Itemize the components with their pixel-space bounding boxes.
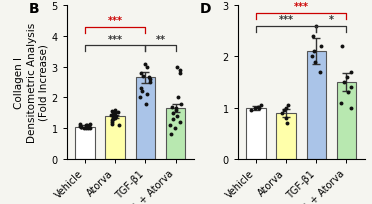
Text: **: ** bbox=[155, 34, 166, 44]
Point bbox=[143, 102, 149, 106]
Point bbox=[113, 115, 119, 118]
Point bbox=[252, 106, 258, 110]
Point bbox=[344, 91, 350, 94]
Point bbox=[176, 96, 182, 100]
Point bbox=[167, 124, 173, 127]
Point bbox=[110, 118, 116, 121]
Point bbox=[177, 121, 183, 124]
Point bbox=[138, 96, 144, 100]
Point bbox=[144, 93, 150, 96]
Text: ***: *** bbox=[294, 2, 309, 12]
Point bbox=[174, 115, 180, 118]
Bar bbox=[337, 83, 356, 159]
Point bbox=[115, 111, 121, 114]
Point bbox=[77, 123, 83, 126]
Point bbox=[169, 105, 175, 109]
Bar bbox=[135, 78, 155, 159]
Point bbox=[109, 119, 115, 122]
Point bbox=[110, 113, 116, 116]
Point bbox=[112, 112, 118, 115]
Point bbox=[109, 122, 115, 126]
Point bbox=[170, 112, 176, 115]
Text: ***: *** bbox=[108, 34, 123, 44]
Point bbox=[311, 50, 317, 54]
Point bbox=[173, 107, 179, 110]
Point bbox=[281, 109, 287, 112]
Point bbox=[248, 109, 254, 112]
Point bbox=[312, 61, 318, 64]
Bar bbox=[246, 108, 266, 159]
Point bbox=[139, 90, 145, 93]
Point bbox=[348, 106, 354, 110]
Bar bbox=[307, 52, 326, 159]
Point bbox=[86, 124, 92, 128]
Point bbox=[170, 118, 176, 121]
Text: ***: *** bbox=[279, 15, 294, 25]
Point bbox=[283, 106, 289, 110]
Text: ***: *** bbox=[108, 16, 123, 26]
Point bbox=[112, 117, 118, 120]
Point bbox=[87, 123, 93, 126]
Bar bbox=[276, 113, 296, 159]
Point bbox=[340, 45, 346, 49]
Point bbox=[339, 101, 344, 105]
Point bbox=[108, 114, 114, 117]
Point bbox=[78, 125, 84, 129]
Point bbox=[344, 76, 350, 79]
Point bbox=[78, 125, 84, 129]
Point bbox=[340, 81, 346, 84]
Point bbox=[147, 78, 153, 81]
Point bbox=[112, 109, 118, 112]
Point bbox=[317, 71, 323, 74]
Point bbox=[140, 75, 146, 78]
Point bbox=[283, 122, 289, 125]
Point bbox=[279, 112, 285, 115]
Point bbox=[84, 127, 90, 130]
Point bbox=[285, 104, 291, 107]
Point bbox=[177, 72, 183, 75]
Point bbox=[138, 72, 144, 75]
Point bbox=[144, 66, 150, 69]
Point bbox=[173, 109, 179, 112]
Bar bbox=[75, 127, 95, 159]
Point bbox=[138, 87, 144, 90]
Point bbox=[309, 55, 315, 59]
Point bbox=[310, 35, 316, 38]
Point bbox=[256, 105, 262, 109]
Point bbox=[258, 104, 264, 107]
Point bbox=[77, 124, 83, 128]
Point bbox=[146, 76, 152, 80]
Point bbox=[83, 124, 89, 127]
Point bbox=[313, 25, 319, 28]
Point bbox=[116, 124, 122, 127]
Bar bbox=[105, 117, 125, 159]
Point bbox=[173, 127, 179, 130]
Point bbox=[112, 116, 118, 120]
Point bbox=[84, 124, 90, 127]
Point bbox=[283, 117, 289, 120]
Point bbox=[174, 66, 180, 69]
Point bbox=[142, 63, 148, 66]
Point bbox=[349, 86, 355, 89]
Text: *: * bbox=[329, 15, 334, 25]
Text: B: B bbox=[29, 1, 39, 16]
Bar bbox=[166, 109, 185, 159]
Point bbox=[256, 106, 262, 110]
Point bbox=[348, 71, 354, 74]
Point bbox=[87, 127, 93, 130]
Point bbox=[110, 115, 116, 119]
Point bbox=[318, 45, 324, 49]
Point bbox=[83, 126, 89, 130]
Point bbox=[109, 121, 115, 124]
Point bbox=[109, 110, 115, 113]
Point bbox=[81, 127, 87, 130]
Text: D: D bbox=[200, 1, 211, 16]
Y-axis label: Collagen I
Densitometric Analysis
(Fold Increase): Collagen I Densitometric Analysis (Fold … bbox=[14, 23, 49, 142]
Point bbox=[147, 81, 153, 84]
Point bbox=[177, 69, 183, 72]
Point bbox=[169, 133, 174, 136]
Point bbox=[177, 102, 183, 106]
Point bbox=[111, 112, 117, 115]
